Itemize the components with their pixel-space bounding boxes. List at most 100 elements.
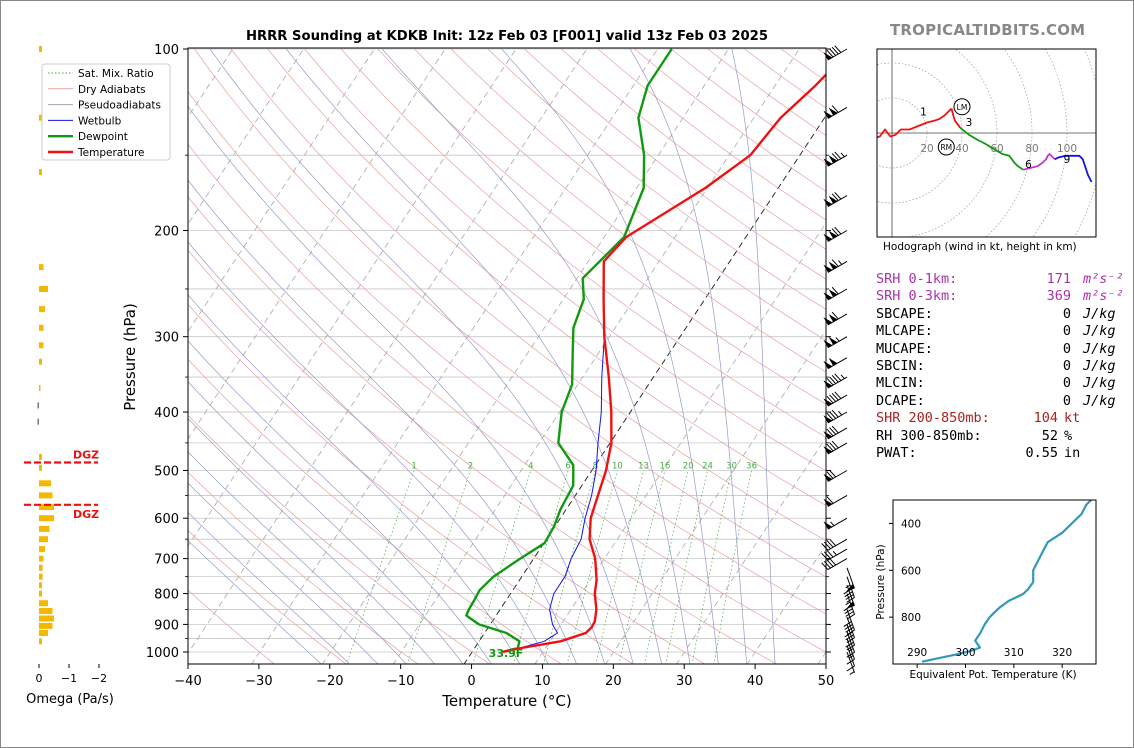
dgz-label: DGZ — [73, 508, 99, 521]
isotherm — [817, 651, 826, 664]
barb-full — [829, 376, 837, 384]
stat-unit: J/kg — [1083, 340, 1116, 357]
barb-flag — [823, 498, 833, 507]
mix-ratio-line — [472, 470, 532, 664]
stat-label: DCAPE: — [876, 392, 925, 409]
barb-flag — [828, 107, 838, 116]
barb-full — [829, 442, 837, 450]
omega-bar — [39, 114, 42, 121]
dgz-label: DGZ — [73, 449, 99, 462]
wind-barb — [823, 357, 848, 370]
skewt-axes-box — [187, 47, 827, 665]
wind-barb — [821, 538, 848, 551]
barb-full — [831, 46, 839, 55]
pseudoadiabat — [188, 417, 436, 664]
barb-flag — [828, 261, 838, 270]
dry-adiabat — [450, 48, 826, 341]
barb-flag — [846, 583, 855, 592]
barb-staff — [846, 616, 855, 638]
mix-ratio-label: 20 — [683, 462, 694, 472]
y-tick-label: 700 — [154, 553, 179, 568]
wind-barb — [823, 425, 848, 440]
legend-box — [41, 63, 171, 161]
theta-y-tick-label: 600 — [901, 565, 921, 577]
hodo-segment — [950, 108, 962, 129]
hodo-height-label: 6 — [1025, 159, 1032, 171]
dry-adiabat — [267, 48, 826, 506]
wind-barb — [843, 609, 855, 636]
hodo-ring-label: 80 — [1025, 143, 1038, 155]
pseudoadiabat — [501, 48, 719, 664]
stat-unit: J/kg — [1083, 375, 1116, 392]
hodograph-trace: 12369LMRM — [877, 98, 1093, 183]
hodo-height-label: 3 — [966, 117, 973, 129]
omega-bar — [39, 582, 42, 589]
wind-barb — [845, 624, 855, 651]
legend-entry: Wetbulb — [78, 115, 122, 127]
y-tick-label: 600 — [154, 512, 179, 527]
wind-barb — [846, 585, 855, 609]
hodo-segment — [1054, 154, 1093, 183]
dry-adiabat — [744, 48, 826, 109]
isotherm — [534, 222, 826, 664]
wind-barb — [823, 391, 848, 407]
barb-flag — [823, 292, 833, 300]
barb-flag — [823, 110, 833, 119]
wind-barb — [823, 259, 848, 273]
legend-entry: Temperature — [77, 147, 145, 159]
omega-bar — [39, 573, 43, 580]
wind-barb — [844, 616, 855, 644]
barb-flag — [828, 230, 838, 239]
isotherm — [888, 49, 1134, 665]
barb-full — [831, 440, 839, 449]
stat-label: SRH 0-1km: — [876, 271, 958, 287]
barb-full — [826, 395, 834, 404]
stat-unit: J/kg — [1083, 392, 1116, 409]
stat-value: 0 — [1062, 305, 1071, 322]
dry-adiabat — [194, 48, 826, 578]
y-tick-label: 100 — [154, 43, 179, 58]
wind-barb — [823, 286, 848, 301]
x-tick-label: 30 — [676, 674, 693, 689]
y-tick-label: 300 — [154, 331, 179, 346]
barb-full — [826, 471, 834, 479]
barb-flag — [823, 415, 833, 423]
omega-bar — [39, 306, 45, 313]
mix-ratio-line — [713, 470, 752, 664]
pseudoadiabat — [629, 48, 748, 664]
barb-flag — [823, 339, 833, 348]
stat-label: MUCAPE: — [876, 340, 933, 357]
dry-adiabat — [188, 249, 706, 664]
stat-label: SBCAPE: — [876, 305, 933, 322]
stat-label: SBCIN: — [876, 357, 925, 374]
chart-title: HRRR Sounding at KDKB Init: 12z Feb 03 [… — [246, 29, 768, 44]
omega-bar — [39, 480, 51, 487]
barb-full — [845, 594, 854, 600]
stat-label: MLCAPE: — [876, 323, 933, 340]
storm-motion-label: RM — [940, 143, 952, 152]
dry-adiabat — [817, 48, 826, 56]
stat-label: PWAT: — [876, 444, 917, 461]
mix-ratio-label: 10 — [612, 462, 623, 472]
omega-bar — [39, 615, 54, 622]
stat-value: 0.55 — [1025, 444, 1058, 461]
barb-half — [838, 410, 843, 416]
barb-half — [845, 601, 851, 606]
barb-staff — [846, 624, 855, 646]
theta-x-tick-label: 300 — [955, 647, 975, 659]
hodo-ring — [1032, 49, 1068, 237]
theta-e-profile — [921, 500, 1092, 663]
stat-value: 0 — [1062, 375, 1071, 392]
hodo-ring — [985, 49, 1033, 237]
barb-full — [826, 549, 834, 558]
omega-bar — [39, 564, 43, 571]
wind-barb — [846, 651, 855, 675]
wind-barb — [821, 557, 848, 571]
mix-ratio-label: 4 — [528, 462, 533, 472]
pseudoadiabat — [188, 241, 549, 664]
barb-full — [834, 226, 842, 235]
dry-adiabat — [304, 48, 826, 472]
y-tick-label: 500 — [154, 464, 179, 479]
pseudoadiabat — [188, 451, 407, 664]
barb-full — [823, 560, 831, 569]
